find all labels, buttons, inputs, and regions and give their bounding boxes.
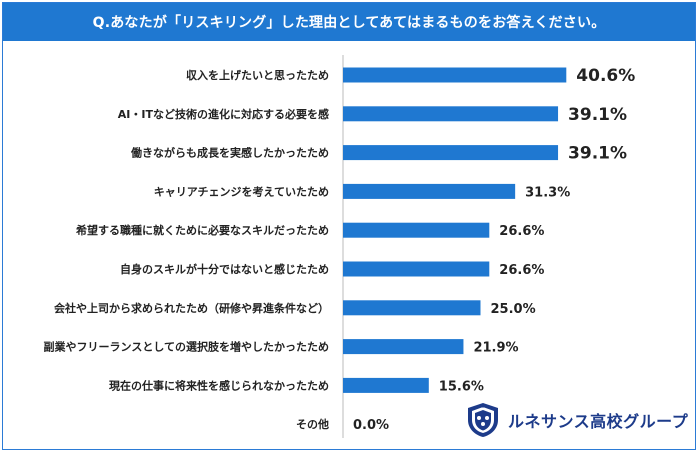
chart-title: Q.あなたが「リスキリング」した理由としてあてはまるものをお答えください。 bbox=[3, 3, 695, 41]
value-label: 26.6% bbox=[499, 263, 544, 278]
bar bbox=[343, 261, 490, 277]
category-label: 収入を上げたいと思ったため bbox=[186, 68, 329, 82]
category-label: 働きながらも成長を実感したかったため bbox=[130, 146, 329, 160]
category-label: キャリアチェンジを考えていたため bbox=[154, 184, 329, 198]
value-label: 40.6% bbox=[576, 66, 635, 86]
category-label: 希望する職種に就くために必要なスキルだったため bbox=[75, 223, 329, 237]
bar bbox=[343, 106, 559, 122]
value-label: 26.6% bbox=[499, 224, 544, 239]
bar bbox=[343, 183, 516, 199]
logo: ルネサンス高校グループ bbox=[466, 402, 688, 438]
value-label: 39.1% bbox=[568, 144, 627, 164]
value-label: 39.1% bbox=[568, 105, 627, 125]
category-label: その他 bbox=[296, 417, 329, 431]
shield-crest-icon bbox=[468, 403, 498, 437]
bar bbox=[343, 339, 464, 355]
bar bbox=[343, 145, 559, 161]
category-label: 会社や上司から求められたため（研修や昇進条件など） bbox=[54, 301, 329, 315]
category-label: 現在の仕事に将来性を感じられなかったため bbox=[109, 378, 329, 392]
value-label: 31.3% bbox=[525, 185, 570, 200]
value-label: 0.0% bbox=[353, 418, 389, 433]
bar bbox=[343, 300, 481, 316]
value-label: 15.6% bbox=[439, 379, 484, 394]
bar bbox=[343, 222, 490, 238]
category-label: 自身のスキルが十分ではないと感じたため bbox=[120, 262, 329, 276]
category-label: AI・ITなど技術の進化に対応する必要を感 bbox=[118, 107, 329, 121]
value-label: 21.9% bbox=[473, 341, 518, 356]
category-label: 副業やフリーランスとしての選択肢を増やしたかったため bbox=[44, 340, 329, 354]
bar bbox=[343, 67, 567, 83]
logo-text: ルネサンス高校グループ bbox=[508, 412, 689, 431]
bar bbox=[343, 377, 429, 393]
value-label: 25.0% bbox=[491, 302, 536, 317]
